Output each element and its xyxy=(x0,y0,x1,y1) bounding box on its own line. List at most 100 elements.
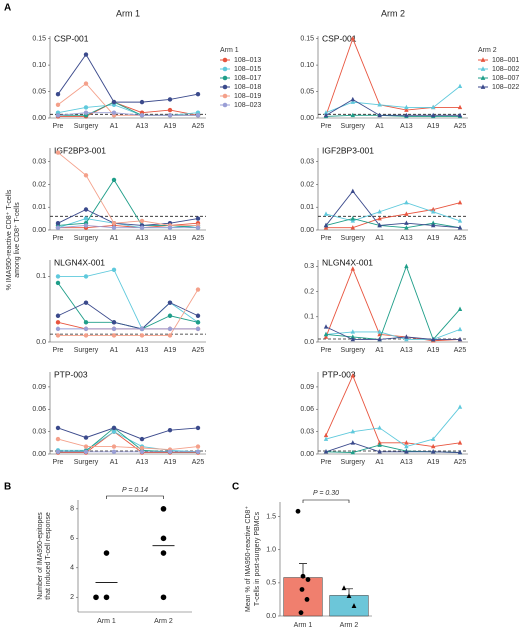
y-tick-label: 0.1 xyxy=(304,314,314,321)
data-point xyxy=(195,287,201,292)
data-point xyxy=(323,225,329,230)
data-point xyxy=(404,107,409,112)
data-point xyxy=(160,550,167,556)
data-point xyxy=(167,449,173,454)
data-point xyxy=(160,535,167,542)
y-tick-label: 0.03 xyxy=(300,159,314,166)
x-tick-label: A19 xyxy=(427,459,440,466)
legend-label: 108–022 xyxy=(492,84,519,91)
data-point xyxy=(377,449,382,454)
data-point xyxy=(350,449,355,455)
x-tick-label: A1 xyxy=(375,459,384,466)
data-point xyxy=(404,440,409,445)
data-point xyxy=(341,585,347,591)
data-point xyxy=(139,333,145,338)
series-line xyxy=(57,83,198,116)
data-point xyxy=(139,326,145,332)
legend-label: 108–013 xyxy=(234,57,261,64)
data-point xyxy=(83,300,89,305)
data-point xyxy=(83,333,89,338)
data-point xyxy=(457,326,463,332)
x-tick-label: A19 xyxy=(427,235,440,242)
y-axis-label: Number of IMA950-epitopes xyxy=(37,512,44,600)
data-point xyxy=(431,220,436,225)
series-line xyxy=(58,431,198,453)
data-point xyxy=(103,550,110,556)
data-point xyxy=(83,320,89,325)
legend-swatch xyxy=(222,93,228,99)
y-tick-label: 0.00 xyxy=(32,451,46,458)
data-point xyxy=(83,173,89,178)
data-point xyxy=(431,443,436,449)
data-point xyxy=(431,336,436,342)
legend-title: Arm 1 xyxy=(220,47,239,54)
data-point xyxy=(55,102,61,107)
data-point xyxy=(111,220,117,226)
data-point xyxy=(111,444,117,449)
series-line xyxy=(325,98,460,116)
data-point xyxy=(55,280,61,286)
data-point xyxy=(167,225,173,230)
legend-swatch xyxy=(480,75,486,80)
data-point xyxy=(139,436,145,442)
data-point xyxy=(350,96,355,102)
data-point xyxy=(431,222,436,228)
data-point xyxy=(350,329,355,334)
y-tick-label: 0.00 xyxy=(300,227,314,234)
legend-swatch xyxy=(222,57,228,63)
x-tick-label: A25 xyxy=(454,235,467,242)
y-tick-label: 0.06 xyxy=(300,406,314,413)
y-tick-label: 0.09 xyxy=(32,384,46,391)
data-point xyxy=(167,113,173,118)
x-tick-label: A25 xyxy=(454,347,467,354)
data-point xyxy=(350,215,355,221)
x-tick-label: Surgery xyxy=(74,459,99,466)
data-point xyxy=(457,200,463,205)
x-tick-label: Surgery xyxy=(341,459,366,466)
series-line xyxy=(57,438,199,450)
x-tick-label: A1 xyxy=(375,123,384,130)
data-point xyxy=(295,508,301,514)
legend-label: 108–007 xyxy=(492,75,519,82)
series-line xyxy=(58,101,199,117)
data-point xyxy=(167,333,173,338)
x-tick-label: A1 xyxy=(375,347,384,354)
y-tick-label: 0.05 xyxy=(32,88,46,95)
x-tick-label: A25 xyxy=(192,459,205,466)
subplot-title: CSP-001 xyxy=(54,33,89,43)
data-point xyxy=(195,425,201,431)
data-point xyxy=(377,102,382,107)
data-point xyxy=(111,110,117,115)
data-point xyxy=(83,52,89,57)
series-line xyxy=(58,269,199,330)
data-point xyxy=(111,425,117,431)
x-tick-label: Arm 2 xyxy=(154,618,173,625)
y-tick-label: 0.00 xyxy=(32,227,46,234)
data-point xyxy=(350,266,355,271)
x-tick-label: Surgery xyxy=(74,235,99,242)
series-line xyxy=(325,406,461,448)
data-point xyxy=(55,320,61,325)
data-point xyxy=(350,334,355,339)
y-tick-label: 1.0 xyxy=(266,547,276,554)
data-point xyxy=(350,428,355,434)
data-point xyxy=(55,436,61,442)
data-point xyxy=(323,112,329,118)
data-point xyxy=(377,112,382,118)
legend-swatch xyxy=(480,66,486,71)
data-point xyxy=(304,597,310,602)
data-point xyxy=(377,336,382,342)
data-point xyxy=(377,215,382,221)
x-tick-label: A19 xyxy=(427,347,440,354)
x-tick-label: A13 xyxy=(400,235,413,242)
y-tick-label: 0.03 xyxy=(32,159,46,166)
data-point xyxy=(167,427,173,433)
data-point xyxy=(404,200,409,205)
series-line xyxy=(325,85,461,114)
data-point xyxy=(350,225,355,230)
data-point xyxy=(457,449,463,455)
legend-label: 108–015 xyxy=(234,66,261,73)
data-point xyxy=(404,225,409,230)
x-tick-label: A13 xyxy=(136,123,149,130)
